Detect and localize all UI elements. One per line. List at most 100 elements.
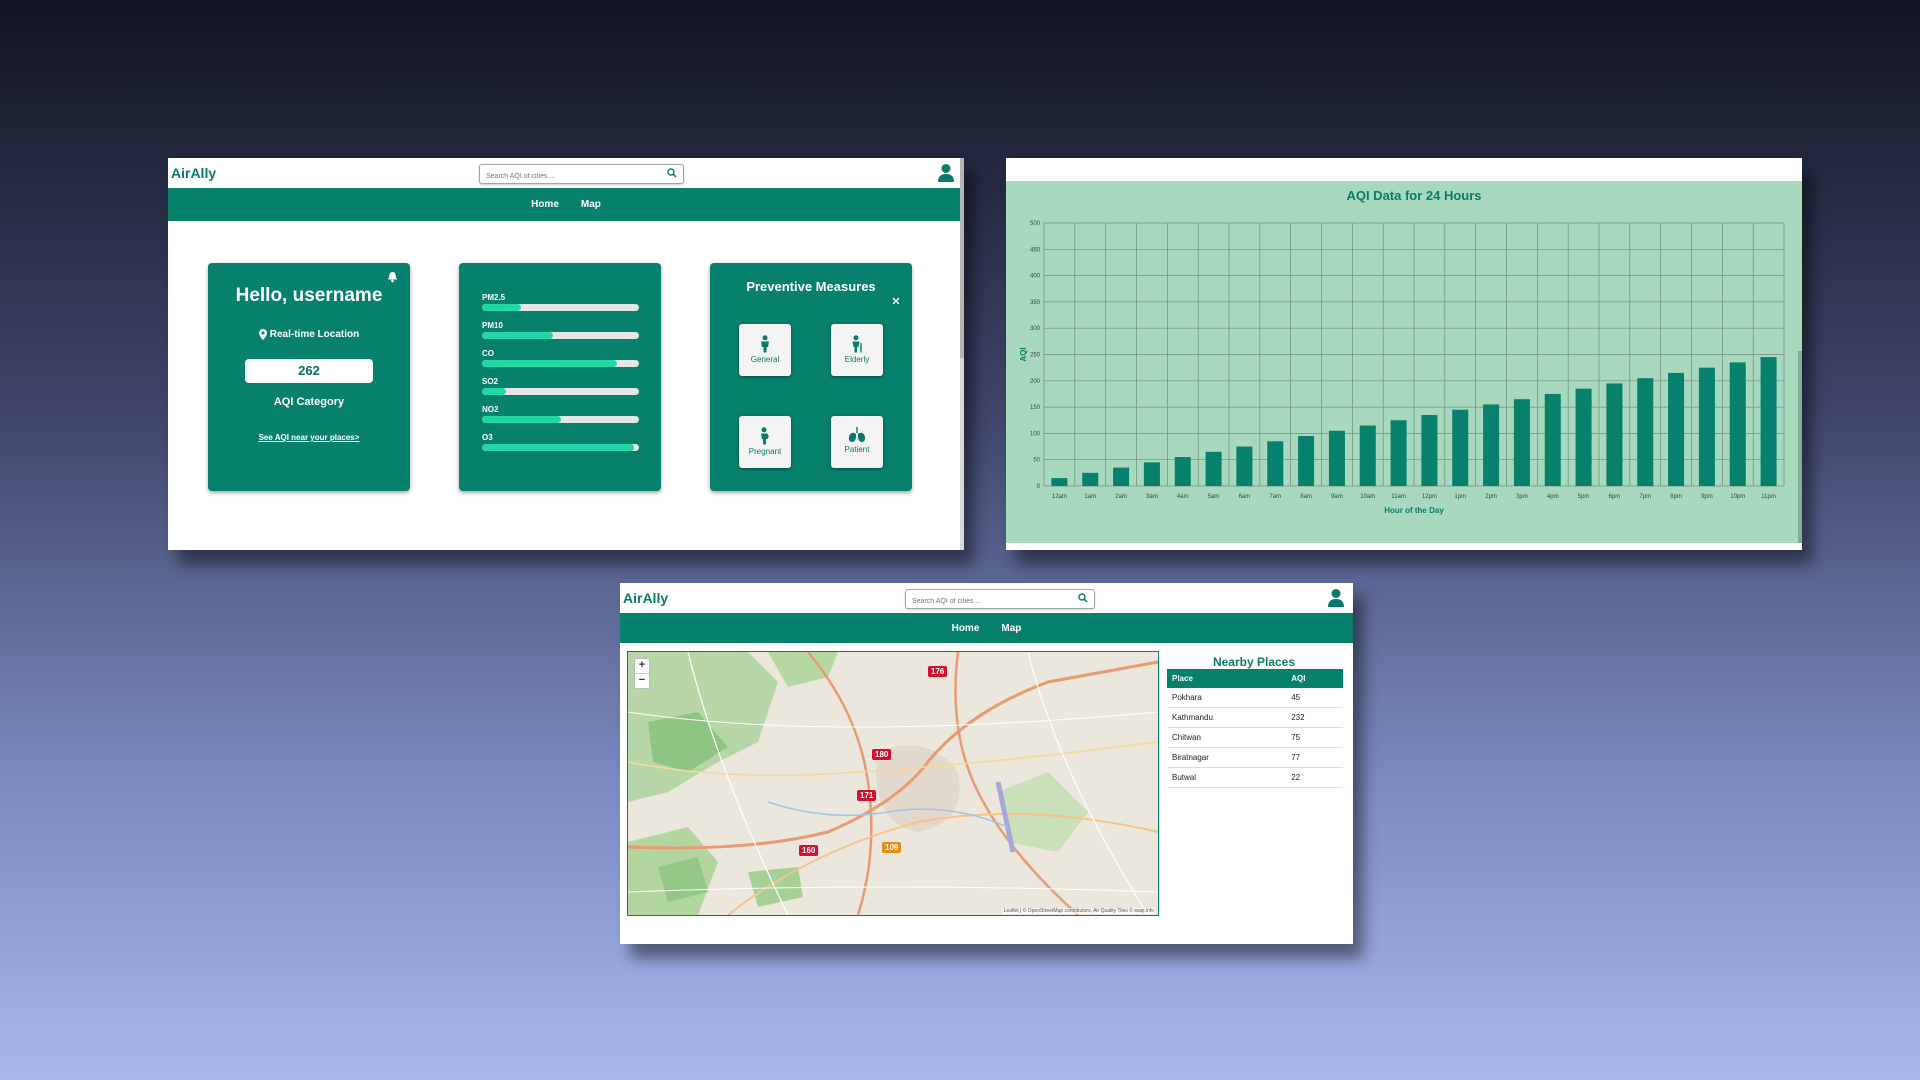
x-tick-label: 10am — [1360, 494, 1375, 500]
search-box[interactable] — [479, 164, 684, 184]
table-row[interactable]: Chitwan 75 — [1167, 727, 1343, 748]
user-profile-icon[interactable] — [937, 163, 955, 183]
aqi-marker[interactable]: 160 — [799, 845, 819, 856]
location-pin-icon — [258, 329, 267, 340]
y-tick-label: 250 — [1030, 353, 1041, 359]
bar — [1051, 478, 1068, 486]
x-tick-label: 2am — [1115, 494, 1127, 500]
preventive-measures-card: Preventive Measures General Elderly Preg… — [710, 263, 912, 491]
measure-pregnant-button[interactable]: Pregnant — [739, 416, 791, 468]
pollutant-level-fill — [482, 388, 506, 395]
map-search-input[interactable] — [910, 597, 1064, 606]
x-tick-label: 1pm — [1454, 494, 1466, 500]
bar — [1606, 383, 1623, 486]
y-axis-label: AQI — [1019, 347, 1028, 361]
search-icon[interactable] — [667, 168, 677, 178]
map-search-box[interactable] — [905, 589, 1095, 609]
pollutant-level-bar — [482, 332, 639, 339]
y-tick-label: 100 — [1030, 431, 1041, 437]
pollutant-level-bar — [482, 388, 639, 395]
bar — [1760, 357, 1777, 486]
map-window: AirAlly Home Map — [620, 583, 1353, 944]
x-axis-label: Hour of the Day — [1384, 506, 1444, 515]
x-tick-label: 5pm — [1578, 494, 1590, 500]
x-tick-label: 9am — [1331, 494, 1343, 500]
bar — [1729, 362, 1746, 486]
close-icon[interactable] — [892, 297, 900, 305]
zoom-in-button[interactable]: + — [638, 659, 646, 671]
nav-map[interactable]: Map — [1001, 622, 1022, 634]
user-profile-icon[interactable] — [1327, 588, 1345, 608]
bar — [1452, 409, 1469, 486]
table-row[interactable]: Butwal 22 — [1167, 767, 1343, 788]
search-icon[interactable] — [1078, 593, 1088, 603]
map-attribution[interactable]: Leaflet | © OpenStreetMap contributors, … — [1001, 908, 1156, 914]
scrollbar-thumb[interactable] — [960, 158, 964, 358]
aqi-cell: 75 — [1286, 727, 1343, 748]
bar — [1637, 378, 1654, 486]
place-cell: Chitwan — [1167, 727, 1287, 748]
measure-general-label: General — [750, 355, 780, 364]
nav-map[interactable]: Map — [580, 199, 601, 210]
map-top-bar: AirAlly — [620, 583, 1353, 613]
pollutant-row: O3 — [482, 433, 639, 451]
measure-patient-button[interactable]: Patient — [831, 416, 883, 468]
x-tick-label: 1am — [1084, 494, 1096, 500]
brand-logo[interactable]: AirAlly — [171, 165, 217, 181]
search-input[interactable] — [484, 172, 638, 181]
y-tick-label: 50 — [1033, 458, 1040, 464]
bar — [1668, 372, 1685, 486]
bar — [1575, 388, 1592, 486]
aqi-marker[interactable]: 171 — [857, 790, 877, 801]
pollutant-label: SO2 — [482, 377, 499, 386]
location-label: Real-time Location — [269, 329, 360, 340]
pollutant-level-fill — [482, 332, 553, 339]
nav-home[interactable]: Home — [951, 622, 980, 634]
greeting-card: Hello, username Real-time Location 262 A… — [208, 263, 410, 491]
x-tick-label: 10pm — [1730, 494, 1745, 500]
bell-icon[interactable] — [387, 271, 398, 283]
bar — [1174, 457, 1191, 486]
measure-general-button[interactable]: General — [739, 324, 791, 376]
y-tick-label: 400 — [1030, 274, 1041, 280]
zoom-out-button[interactable]: − — [635, 673, 649, 688]
see-nearby-aqi-link[interactable]: See AQI near your places> — [258, 433, 360, 442]
nav-home[interactable]: Home — [531, 199, 559, 210]
pollutants-card: PM2.5 PM10 CO SO2 NO2 O3 — [459, 263, 661, 491]
place-cell: Butwal — [1167, 767, 1287, 788]
bar — [1421, 414, 1438, 486]
person-icon — [761, 335, 769, 353]
pregnant-person-icon — [761, 427, 769, 445]
bar — [1298, 436, 1315, 486]
bar — [1359, 425, 1376, 486]
table-row[interactable]: Pokhara 45 — [1167, 688, 1343, 708]
map-brand-logo[interactable]: AirAlly — [623, 590, 669, 606]
bar — [1483, 404, 1500, 486]
aqi-marker[interactable]: 180 — [872, 749, 892, 760]
pollutant-level-fill — [482, 304, 522, 311]
measure-elderly-button[interactable]: Elderly — [831, 324, 883, 376]
aqi-marker[interactable]: 176 — [928, 666, 948, 677]
pollutant-row: CO — [482, 349, 639, 367]
table-row[interactable]: Biratnagar 77 — [1167, 747, 1343, 768]
bar — [1082, 472, 1099, 486]
x-tick-label: 2pm — [1485, 494, 1497, 500]
bar — [1544, 393, 1561, 486]
x-tick-label: 11pm — [1761, 494, 1776, 500]
table-row[interactable]: Kathmandu 232 — [1167, 707, 1343, 728]
chart-scrollbar[interactable] — [1798, 351, 1802, 550]
bar — [1143, 462, 1160, 486]
place-cell: Kathmandu — [1167, 707, 1287, 728]
place-cell: Pokhara — [1167, 688, 1287, 708]
aqi-marker[interactable]: 109 — [882, 842, 902, 853]
chart-title: AQI Data for 24 Hours — [1346, 188, 1481, 203]
pollutant-level-fill — [482, 360, 618, 367]
column-header-aqi: AQI — [1286, 669, 1343, 688]
map-tiles[interactable] — [628, 652, 1158, 915]
map-nav-bar: Home Map — [620, 613, 1353, 643]
aqi-map[interactable]: + − 176 180 171 160 109 Leaflet | © Open… — [627, 651, 1159, 916]
top-bar: AirAlly — [168, 158, 964, 188]
bar — [1113, 467, 1130, 486]
aqi-cell: 77 — [1286, 747, 1343, 768]
x-tick-label: 11am — [1391, 494, 1406, 500]
